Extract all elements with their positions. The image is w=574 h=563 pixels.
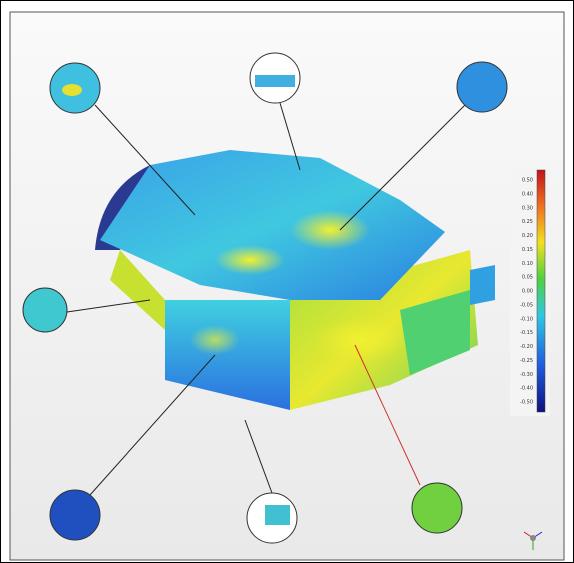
part-flange [400,290,470,375]
legend-label: 0.50 [522,178,533,184]
legend-label: -0.20 [520,344,533,350]
legend-label: 0.25 [522,219,533,225]
part-tab [470,265,495,305]
legend-label: -0.10 [520,316,533,322]
legend-label: -0.40 [520,386,533,392]
callout-detail [62,84,82,96]
part-front [165,300,290,410]
legend-label: -0.25 [520,358,533,364]
legend-label: -0.50 [520,400,533,406]
callout-line [354,344,421,486]
legend-label: 0.10 [522,261,533,267]
part-highlight [215,245,285,275]
legend-bar [536,169,546,413]
axis-triad [523,531,543,550]
part-highlight [290,210,370,250]
callout-detail [265,505,290,525]
legend-label: 0.00 [522,289,533,295]
legend-label: 0.15 [522,247,533,253]
part-top [100,150,445,300]
part-wall [110,250,165,330]
legend-label: 0.30 [522,205,533,211]
legend-label: 0.20 [522,233,533,239]
legend-label: 0.40 [522,191,533,197]
legend-label: -0.30 [520,372,533,378]
legend-label: 0.05 [522,275,533,281]
legend-label: -0.05 [520,302,533,308]
callout-lines [66,102,466,496]
part-highlight [190,325,240,355]
legend-labels: 0.50 0.40 0.30 0.25 0.20 0.15 0.10 0.05 0.00 -0.0… [520,178,533,406]
part-highlight [315,318,405,362]
callout-detail [255,75,295,87]
legend-label: -0.15 [520,330,533,336]
